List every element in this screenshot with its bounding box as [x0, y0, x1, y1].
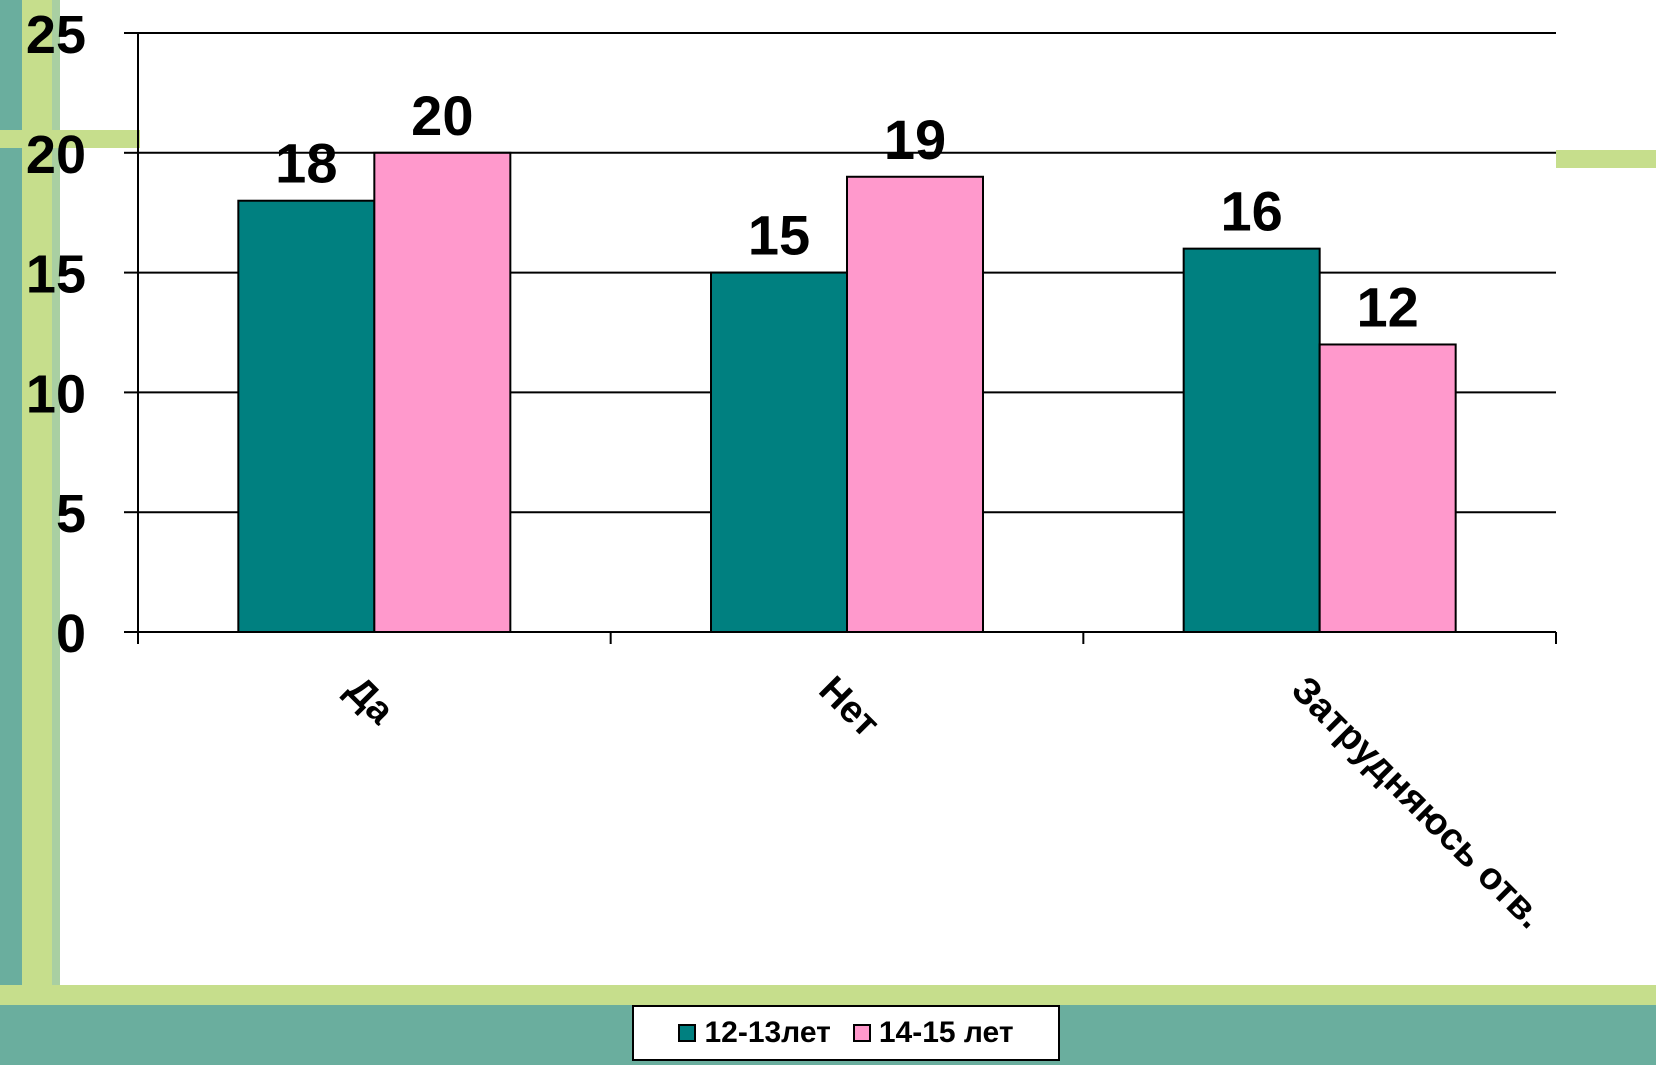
legend-item-series-2: 14-15 лет [852, 1016, 1014, 1050]
y-tick-label-0: 0 [56, 604, 86, 664]
y-tick-label-15: 15 [26, 245, 86, 305]
frame-bottom-green-bar [0, 985, 1656, 1005]
legend-swatch-series-1 [678, 1024, 697, 1042]
category-label-1: Нет [811, 669, 888, 746]
frame-top-right-strip [1556, 150, 1656, 168]
bar-1-2 [1182, 247, 1321, 633]
axes [124, 32, 1557, 644]
data-label-1-2: 16 [1221, 180, 1283, 243]
data-label-2-1: 19 [884, 108, 946, 171]
frame-left-teal-bar [0, 0, 22, 1065]
frame-left-thin-bar [52, 0, 60, 1065]
legend-label-series-2: 14-15 лет [878, 1016, 1014, 1049]
bar-2-0 [373, 151, 512, 634]
y-tick-label-10: 10 [26, 364, 86, 424]
legend-label-series-1: 12-13лет [704, 1016, 831, 1049]
frame-top-left-strip [0, 130, 140, 148]
frame-left-green-bar [22, 0, 52, 1065]
category-label-0: Да [338, 669, 402, 733]
bar-2-2 [1318, 343, 1457, 633]
data-label-1-0: 18 [275, 132, 337, 195]
bars [237, 151, 1457, 634]
y-tick-label-20: 20 [26, 125, 86, 185]
data-label-2-2: 12 [1357, 275, 1419, 338]
bar-2-1 [846, 175, 984, 633]
data-label-2-0: 20 [411, 84, 473, 147]
data-label-1-1: 15 [748, 204, 810, 267]
legend-item-series-1: 12-13лет [678, 1016, 831, 1050]
bar-1-1 [710, 271, 848, 633]
y-tick-label-25: 25 [26, 5, 86, 65]
category-label-2: Затрудняюсь отв. [1283, 669, 1551, 937]
legend-swatch-series-2 [852, 1024, 871, 1042]
y-tick-label-5: 5 [56, 484, 86, 544]
legend: 12-13лет 14-15 лет [632, 1005, 1060, 1061]
bar-1-0 [237, 199, 376, 633]
